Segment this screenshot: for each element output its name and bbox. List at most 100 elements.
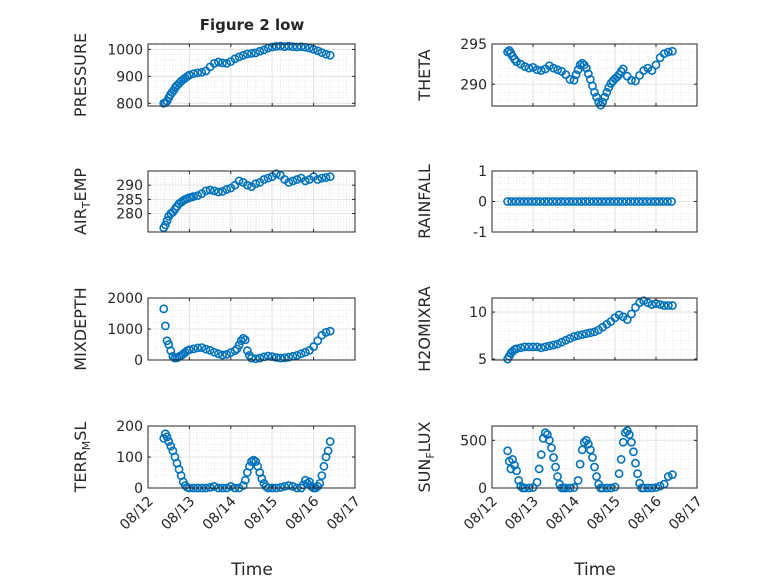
data-point [276,353,285,363]
data-point [317,471,327,480]
data-point [162,216,172,226]
y-tick-label: 200 [116,419,143,435]
subplot-5: 0 1000 2000 MIXDEPTH [71,287,356,371]
data-point [267,42,277,52]
data-point [565,75,575,84]
data-point [553,65,562,75]
data-point [557,337,567,347]
data-point [238,50,248,60]
y-tick-label: 290 [116,178,143,194]
data-point [309,342,318,352]
data-point [524,63,534,73]
data-point [663,472,673,481]
data-point [638,197,648,206]
data-point [622,197,631,206]
x-tick-label: 08/13 [158,494,198,534]
data-point [576,197,586,206]
data-point [284,177,294,187]
x-tick-label: 08/15 [584,494,624,534]
data-point [511,197,521,206]
data-point [201,344,211,354]
data-point [226,482,236,491]
x-tick-label: 08/17 [324,494,364,534]
data-point [540,428,550,438]
data-point [247,353,256,363]
data-point [516,481,526,491]
data-point [532,477,542,487]
data-point [259,175,269,184]
data-point [643,298,653,308]
data-point [514,475,524,485]
data-point [242,346,252,356]
data-point [592,472,601,481]
y-tick-label: 295 [460,37,487,53]
data-point [213,187,223,197]
data-point [238,333,248,343]
data-point [577,330,587,340]
x-tick-label: 08/12 [461,494,501,534]
y-tick-label: -1 [473,225,487,241]
data-point [624,430,634,439]
data-point [540,342,550,352]
data-point [572,197,582,206]
data-point [560,197,570,206]
data-point [315,478,325,488]
data-point [230,54,240,64]
data-point [209,482,219,491]
data-point [581,63,591,73]
data-point [242,49,252,59]
data-point [663,47,673,57]
data-point [325,437,335,446]
y-tick-label: 1000 [107,42,143,58]
data-point [629,447,638,457]
data-point [532,342,542,352]
data-point [519,197,529,206]
data-point [292,175,302,184]
y-tick-label: 0 [478,481,487,497]
data-point [280,482,290,491]
y-tick-label: 900 [116,69,143,85]
data-point [535,197,545,206]
data-point [288,176,298,186]
data-point [313,46,323,56]
y-tick-label: 5 [478,352,487,368]
data-point [251,354,261,364]
data-point [305,477,314,487]
y-tick-label: 0 [134,481,143,497]
data-point [325,172,335,182]
data-point [647,66,657,75]
data-point [321,173,331,182]
data-point [257,474,267,484]
x-tick-label: 08/15 [241,494,281,534]
data-point [540,197,549,206]
y-tick-label: 280 [116,207,143,223]
data-point [639,296,649,306]
data-point [240,335,250,345]
y-axis-label: TERRMSL [71,422,93,494]
x-tick-label: 08/16 [283,493,323,533]
data-point [542,430,552,439]
data-point [600,92,610,102]
y-axis-label: PRESSURE [71,33,90,117]
data-point [573,331,583,340]
data-point [536,450,546,460]
x-axis-label-left: Time [230,560,273,580]
data-point [531,197,541,206]
data-point [249,455,258,465]
data-point [593,197,603,206]
axes-box [491,297,698,361]
data-point [634,197,644,206]
data-point [577,445,587,455]
data-point [222,185,232,194]
data-point [610,482,620,492]
data-point [164,437,174,446]
data-point [323,446,333,456]
data-point [616,66,626,76]
y-axis-label: SUNFLUX [415,421,437,492]
data-point [544,197,553,206]
data-point [642,197,652,206]
data-point [162,432,172,442]
